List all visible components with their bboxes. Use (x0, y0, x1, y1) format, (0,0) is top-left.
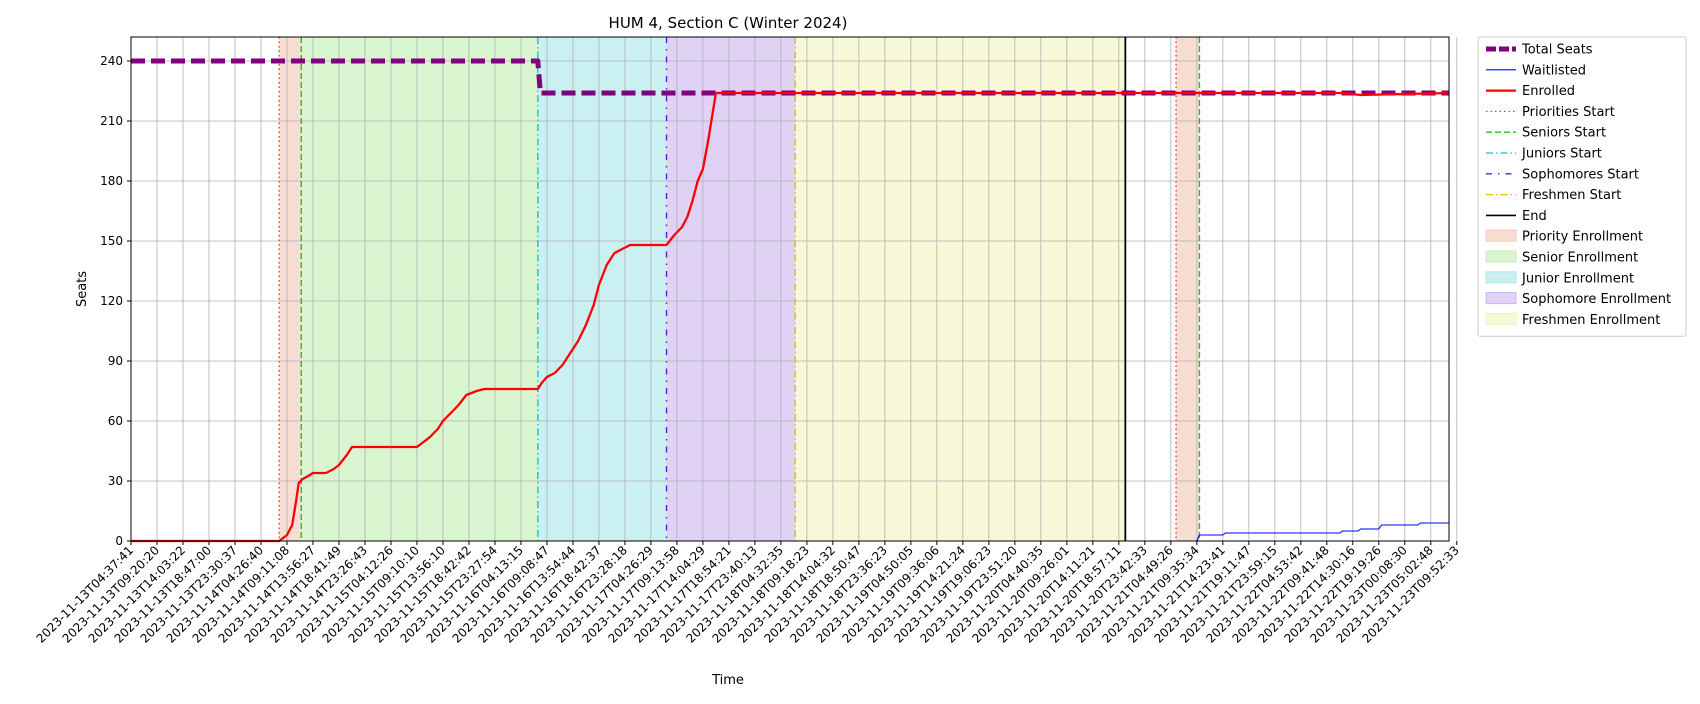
legend-label: Freshmen Start (1522, 188, 1621, 203)
phase-band-2 (537, 37, 667, 541)
phase-band-3 (666, 37, 796, 541)
legend-label: Freshmen Enrollment (1522, 313, 1660, 328)
legend-label: Sophomore Enrollment (1522, 292, 1671, 307)
phase-band-0 (279, 37, 302, 541)
y-tick-label: 90 (108, 354, 123, 368)
legend-label: Enrolled (1522, 84, 1575, 99)
phase-band-5 (1176, 37, 1200, 541)
legend-swatch (1485, 250, 1517, 263)
plot-frame (130, 36, 1450, 542)
legend-swatch (1485, 312, 1517, 325)
y-tick-label: 30 (108, 474, 123, 488)
legend-label: Total Seats (1521, 43, 1593, 58)
y-tick-label: 60 (108, 414, 123, 428)
legend-label: Senior Enrollment (1522, 251, 1638, 266)
legend-label: Priority Enrollment (1522, 230, 1643, 245)
chart-title: HUM 4, Section C (Winter 2024) (609, 14, 848, 32)
legend-label: Junior Enrollment (1521, 271, 1634, 286)
legend-box (1477, 36, 1687, 337)
y-tick-label: 180 (100, 174, 123, 188)
legend-label: Seniors Start (1522, 126, 1606, 141)
legend-label: Priorities Start (1522, 105, 1615, 120)
legend-label: Juniors Start (1521, 147, 1602, 162)
y-axis-title: Seats (75, 271, 90, 307)
y-tick-label: 0 (115, 534, 123, 548)
legend-label: Sophomores Start (1522, 167, 1639, 182)
phase-band-4 (795, 37, 1126, 541)
y-tick-label: 150 (100, 234, 123, 248)
y-tick-label: 240 (100, 54, 123, 68)
legend-swatch (1485, 229, 1517, 242)
y-tick-label: 120 (100, 294, 123, 308)
legend-label: Waitlisted (1522, 63, 1586, 78)
legend-swatch (1485, 292, 1517, 305)
series-line-waitlisted (131, 522, 1449, 542)
x-axis-title: Time (711, 673, 744, 688)
series-line-enrolled (131, 91, 1450, 543)
legend-swatch (1485, 271, 1517, 284)
y-tick-label: 210 (100, 114, 123, 128)
legend-label: End (1522, 209, 1547, 224)
